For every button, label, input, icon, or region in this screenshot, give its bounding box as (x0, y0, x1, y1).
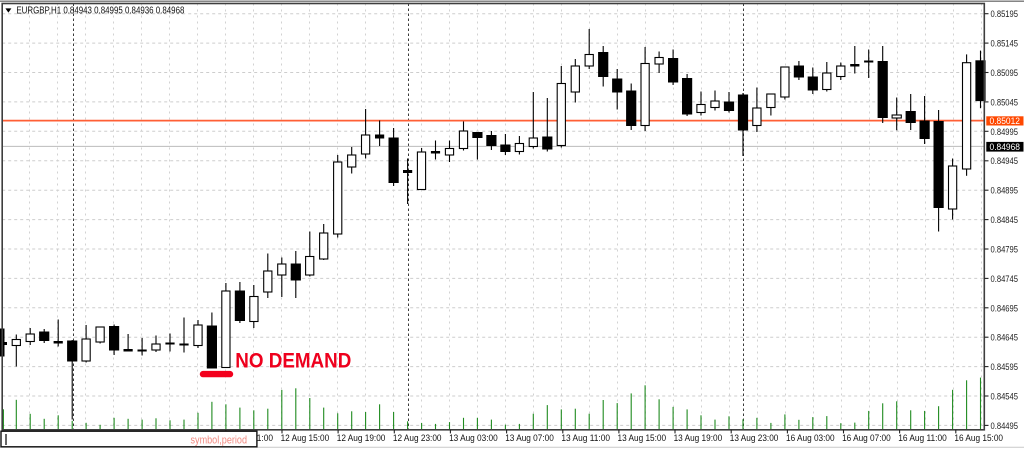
svg-text:12 Aug 15:00: 12 Aug 15:00 (281, 432, 330, 443)
svg-text:0.84745: 0.84745 (991, 274, 1019, 284)
svg-text:16 Aug 03:00: 16 Aug 03:00 (786, 432, 835, 443)
svg-text:0.85012: 0.85012 (990, 116, 1021, 126)
svg-text:16 Aug 07:00: 16 Aug 07:00 (842, 432, 891, 443)
svg-text:13 Aug 23:00: 13 Aug 23:00 (730, 432, 779, 443)
svg-text:12 Aug 19:00: 12 Aug 19:00 (337, 432, 386, 443)
svg-text:13 Aug 07:00: 13 Aug 07:00 (505, 432, 554, 443)
svg-text:0.84968: 0.84968 (990, 142, 1021, 152)
svg-text:NO DEMAND: NO DEMAND (235, 349, 351, 372)
svg-text:12 Aug 23:00: 12 Aug 23:00 (393, 432, 442, 443)
svg-text:16 Aug 11:00: 16 Aug 11:00 (898, 432, 947, 443)
svg-text:13 Aug 11:00: 13 Aug 11:00 (561, 432, 610, 443)
svg-text:0.85095: 0.85095 (991, 68, 1019, 78)
svg-text:0.85045: 0.85045 (991, 97, 1019, 107)
svg-text:0.84895: 0.84895 (991, 186, 1019, 196)
svg-text:0.85195: 0.85195 (991, 9, 1019, 19)
svg-text:0.84695: 0.84695 (991, 303, 1019, 313)
svg-text:0.84945: 0.84945 (991, 156, 1019, 166)
svg-text:0.85145: 0.85145 (991, 39, 1019, 49)
svg-text:0.84645: 0.84645 (991, 333, 1019, 343)
svg-text:0.84795: 0.84795 (991, 245, 1019, 255)
svg-text:0.84595: 0.84595 (991, 362, 1019, 372)
svg-text:0.84845: 0.84845 (991, 215, 1019, 225)
svg-text:symbol,period: symbol,period (191, 434, 248, 446)
svg-text:13 Aug 19:00: 13 Aug 19:00 (674, 432, 723, 443)
svg-text:13 Aug 03:00: 13 Aug 03:00 (449, 432, 498, 443)
svg-text:EURGBP,H1 0.84943 0.84995 0.8: EURGBP,H1 0.84943 0.84995 0.84936 0.8496… (16, 5, 184, 16)
svg-text:0.84995: 0.84995 (991, 127, 1019, 137)
svg-text:0.84495: 0.84495 (991, 421, 1019, 431)
svg-text:13 Aug 15:00: 13 Aug 15:00 (618, 432, 667, 443)
svg-text:0.84545: 0.84545 (991, 392, 1019, 402)
svg-text:16 Aug 15:00: 16 Aug 15:00 (954, 432, 1003, 443)
